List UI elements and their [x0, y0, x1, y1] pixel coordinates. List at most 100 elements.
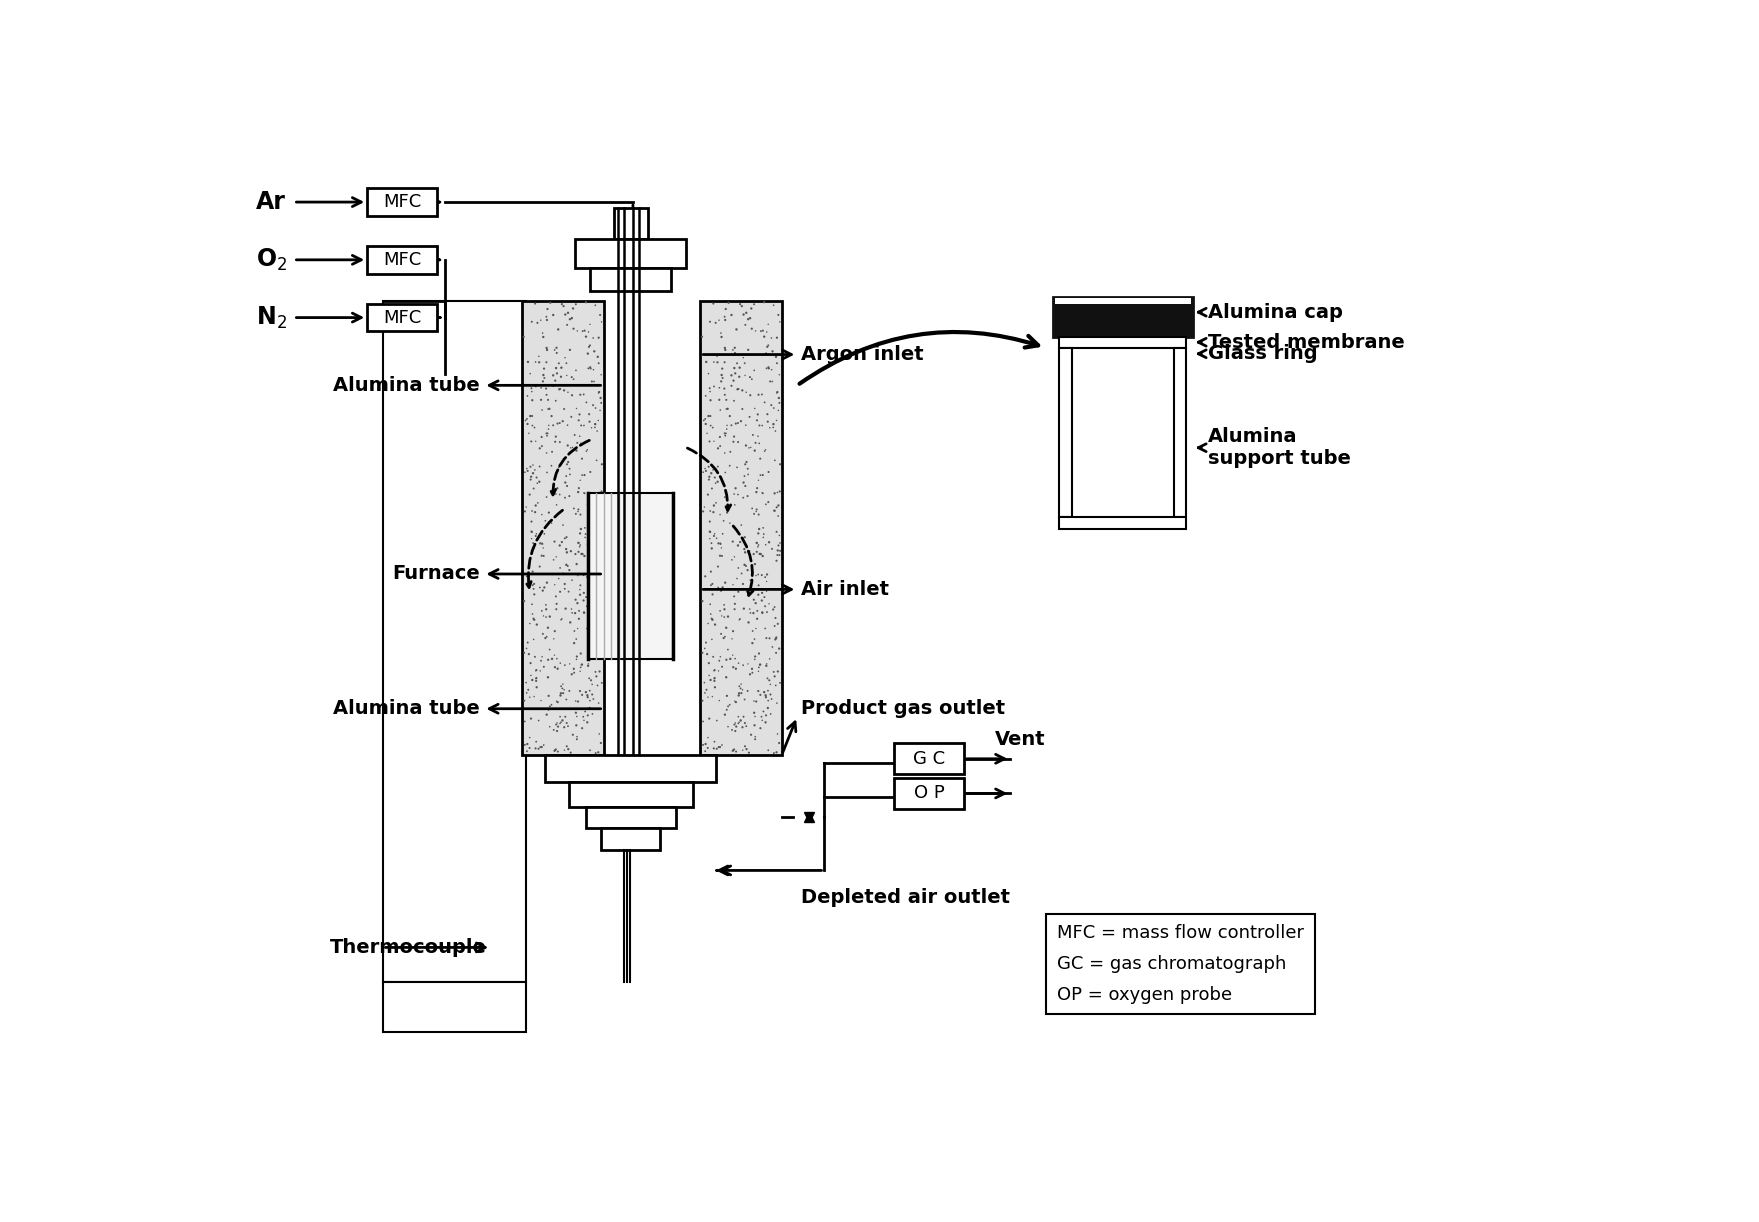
Point — [510, 591, 538, 611]
Point — [519, 539, 547, 558]
Point — [514, 409, 542, 429]
Point — [749, 321, 777, 341]
Point — [758, 329, 786, 348]
Point — [521, 574, 549, 594]
Point — [730, 689, 758, 709]
Point — [575, 404, 603, 424]
Point — [526, 557, 554, 577]
Point — [519, 604, 547, 623]
Point — [572, 441, 600, 461]
Point — [732, 477, 760, 496]
Point — [551, 708, 579, 727]
Point — [545, 379, 573, 398]
Bar — [602, 829, 660, 849]
Bar — [522, 301, 603, 755]
Point — [519, 456, 547, 475]
Point — [588, 673, 616, 693]
Point — [554, 582, 582, 601]
Point — [566, 657, 595, 677]
Point — [540, 645, 568, 665]
Point — [586, 545, 614, 565]
Point — [728, 679, 756, 699]
Point — [577, 418, 605, 437]
Point — [725, 582, 753, 601]
Point — [700, 668, 728, 688]
Point — [584, 347, 612, 367]
Point — [721, 715, 749, 734]
Point — [763, 693, 792, 712]
Point — [697, 456, 725, 475]
Text: O P: O P — [913, 785, 945, 803]
Point — [529, 524, 558, 544]
Point — [712, 299, 741, 319]
Point — [753, 602, 781, 622]
Point — [547, 533, 575, 552]
Point — [711, 385, 739, 404]
Point — [718, 415, 746, 435]
Point — [730, 488, 758, 507]
Point — [533, 299, 561, 319]
Point — [705, 505, 734, 524]
Point — [540, 306, 568, 325]
Point — [580, 539, 609, 558]
Point — [732, 303, 760, 323]
Point — [528, 428, 556, 447]
Point — [540, 720, 568, 739]
Point — [716, 406, 744, 425]
Point — [705, 601, 734, 621]
Point — [519, 629, 547, 649]
Point — [755, 314, 783, 334]
Point — [566, 579, 595, 599]
Point — [760, 666, 788, 686]
Point — [552, 543, 580, 562]
Point — [721, 692, 749, 711]
Point — [691, 461, 719, 480]
Point — [734, 309, 762, 329]
Point — [544, 742, 572, 761]
Point — [568, 544, 596, 563]
Point — [529, 327, 558, 347]
Point — [579, 704, 607, 723]
Point — [742, 500, 770, 519]
Point — [755, 690, 783, 710]
Point — [762, 643, 790, 662]
Point — [586, 540, 614, 560]
Point — [522, 527, 551, 546]
Point — [545, 714, 573, 733]
Point — [588, 312, 616, 331]
Point — [559, 725, 588, 744]
Point — [726, 678, 755, 698]
Point — [751, 688, 779, 708]
Point — [559, 662, 588, 682]
Point — [739, 662, 767, 682]
Point — [559, 298, 588, 318]
Point — [711, 627, 739, 646]
Point — [535, 640, 563, 660]
Point — [566, 519, 595, 539]
Point — [556, 681, 584, 700]
Bar — [894, 778, 964, 809]
Point — [558, 437, 586, 457]
Point — [732, 452, 760, 472]
Point — [723, 717, 751, 737]
Point — [695, 688, 723, 708]
Text: G C: G C — [913, 750, 945, 767]
Point — [522, 468, 551, 488]
Point — [584, 629, 612, 649]
Point — [765, 393, 793, 413]
Point — [580, 418, 609, 437]
Point — [698, 418, 726, 437]
Point — [702, 313, 730, 332]
Point — [515, 424, 544, 444]
Point — [510, 502, 538, 522]
Point — [570, 484, 598, 503]
Point — [751, 588, 779, 607]
Point — [540, 621, 568, 640]
Text: Glass ring: Glass ring — [1208, 345, 1317, 363]
Bar — [700, 301, 781, 755]
Point — [570, 415, 598, 435]
Text: Vent: Vent — [996, 730, 1045, 749]
Point — [575, 690, 603, 710]
Point — [552, 689, 580, 709]
Point — [691, 567, 719, 587]
